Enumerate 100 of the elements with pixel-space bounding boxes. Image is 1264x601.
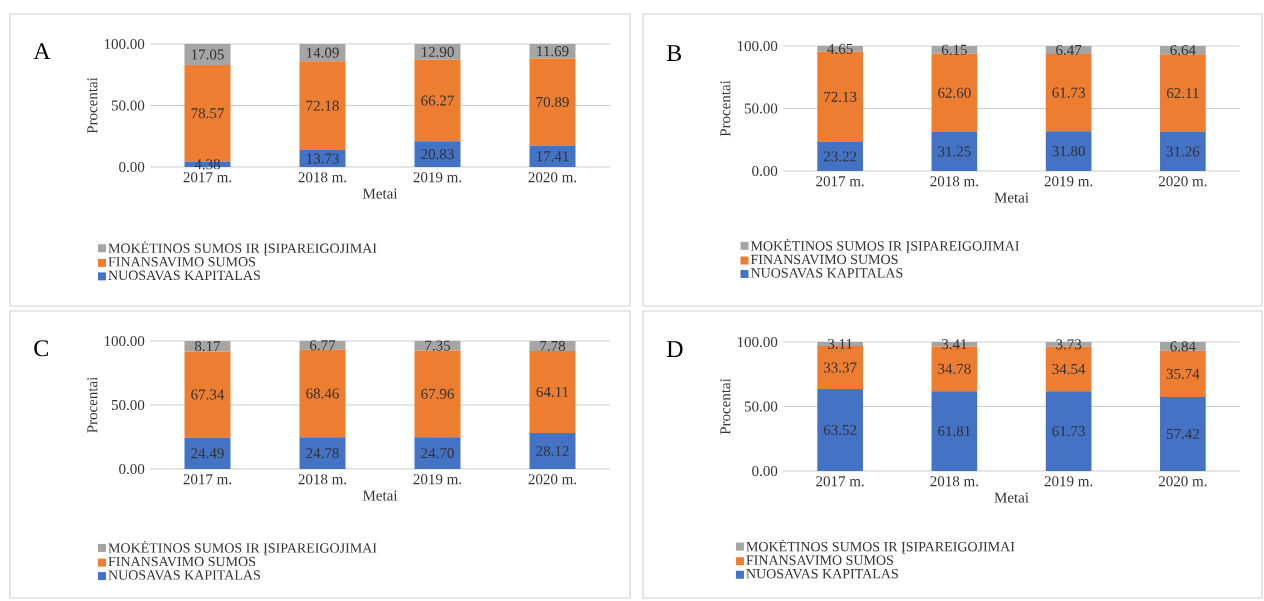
y-tick-label: 50.00 [111,399,145,411]
legend-label: NUOSAVAS KAPITALAS [750,268,903,278]
data-label: 57.42 [1166,428,1199,440]
legend-label: FINANSAVIMO SUMOS [108,257,256,267]
x-tick-label: 2017 m. [816,176,864,187]
x-tick-label: 2019 m. [1044,176,1093,187]
y-tick-label: 0.00 [119,463,145,475]
data-label: 20.83 [421,149,454,160]
bar [1160,396,1206,471]
x-tick-label: 2019 m. [413,474,462,485]
data-label: 6.77 [310,340,336,351]
data-label: 35.74 [1166,368,1200,379]
data-label: 31.80 [1052,146,1085,157]
bar [299,349,346,438]
x-tick-label: 2019 m. [1044,476,1093,487]
bar [1160,54,1206,132]
x-tick-label: 2019 m. [413,172,462,183]
data-label: 28.12 [536,445,569,457]
x-tick-label: 2020 m. [528,474,577,485]
bar [1160,350,1206,397]
data-label: 61.73 [1052,87,1085,98]
x-tick-label: 2017 m. [183,474,232,485]
chart-title: B [666,45,682,61]
x-tick-label: 2017 m. [183,172,232,183]
data-label: 8.17 [194,341,221,352]
y-tick-label: 0.00 [752,465,778,477]
data-label: 68.46 [306,388,339,399]
legend-label: NUOSAVAS KAPITALAS [746,569,898,579]
x-tick-label: 2020 m. [528,172,577,183]
x-tick-label: 2020 m. [1158,176,1207,187]
y-axis-title: Procentai [720,80,731,137]
data-label: 61.73 [1052,426,1085,437]
bar [414,437,461,469]
y-tick-label: 50.00 [111,100,145,111]
data-label: 70.89 [536,96,569,108]
x-axis-title: Metai [994,192,1029,203]
data-label: 6.84 [1170,341,1196,352]
data-label: 62.11 [1166,88,1199,99]
bar [184,43,231,65]
data-label: 7.78 [540,340,566,352]
data-label: 66.27 [421,95,454,106]
bar [184,437,231,469]
bar [931,45,978,54]
bar [299,437,346,469]
bar [414,350,461,438]
data-label: 31.25 [938,146,971,157]
data-label: 61.81 [938,426,971,437]
bar [817,141,863,171]
x-axis-title: Metai [362,188,398,199]
bar [931,131,978,171]
data-label: 7.35 [425,340,451,351]
data-label: 6.64 [1170,45,1196,56]
bar [1045,131,1092,171]
data-label: 11.69 [537,46,569,57]
data-label: 62.60 [938,87,971,98]
legend-label: FINANSAVIMO SUMOS [108,556,256,567]
legend-label: MOKĖTINOS SUMOS IR ĮSIPAREIGOJIMAI [746,539,1015,554]
legend-label: MOKĖTINOS SUMOS IR ĮSIPAREIGOJIMAI [108,541,377,556]
legend-label: FINANSAVIMO SUMOS [746,555,893,565]
data-label: 17.05 [191,49,224,60]
legend-label: FINANSAVIMO SUMOS [750,254,898,265]
x-tick-label: 2018 m. [298,172,347,183]
bar [414,141,461,167]
data-label: 24.49 [191,448,224,459]
data-label: 78.57 [191,108,224,119]
data-label: 72.18 [306,100,339,111]
y-tick-label: 100.00 [104,38,145,50]
legend-label: MOKĖTINOS SUMOS IR ĮSIPAREIGOJIMAI [108,241,377,256]
bar [184,351,231,438]
y-axis-title: Procentai [87,77,98,134]
legend-label: MOKĖTINOS SUMOS IR ĮSIPAREIGOJIMAI [750,238,1019,254]
bar [299,340,346,350]
bar [1160,131,1206,171]
data-label: 17.41 [536,151,569,162]
bar [529,432,576,469]
y-tick-label: 100.00 [737,40,778,52]
data-label: 24.78 [306,448,339,459]
data-label: 3.41 [941,339,967,350]
bar [299,61,346,151]
chart-title: D [666,341,683,357]
x-tick-label: 2018 m. [930,476,978,487]
x-axis-title: Metai [362,490,398,501]
data-label: 6.15 [941,44,967,55]
bar [414,59,461,142]
data-label: 13.73 [306,153,339,164]
x-tick-label: 2017 m. [816,476,864,487]
y-tick-label: 0.00 [119,161,145,173]
data-label: 6.47 [1056,44,1082,56]
data-label: 33.37 [823,362,857,373]
y-tick-label: 0.00 [752,165,778,177]
y-axis-title: Procentai [720,378,731,435]
data-label: 23.22 [823,151,857,162]
y-tick-label: 50.00 [744,103,778,114]
data-label: 64.11 [536,386,569,398]
bar [931,53,978,132]
bar [529,58,576,146]
data-label: 72.13 [824,91,857,102]
data-label: 34.54 [1052,364,1086,375]
data-label: 67.34 [191,389,225,400]
data-label: 34.78 [938,363,971,374]
